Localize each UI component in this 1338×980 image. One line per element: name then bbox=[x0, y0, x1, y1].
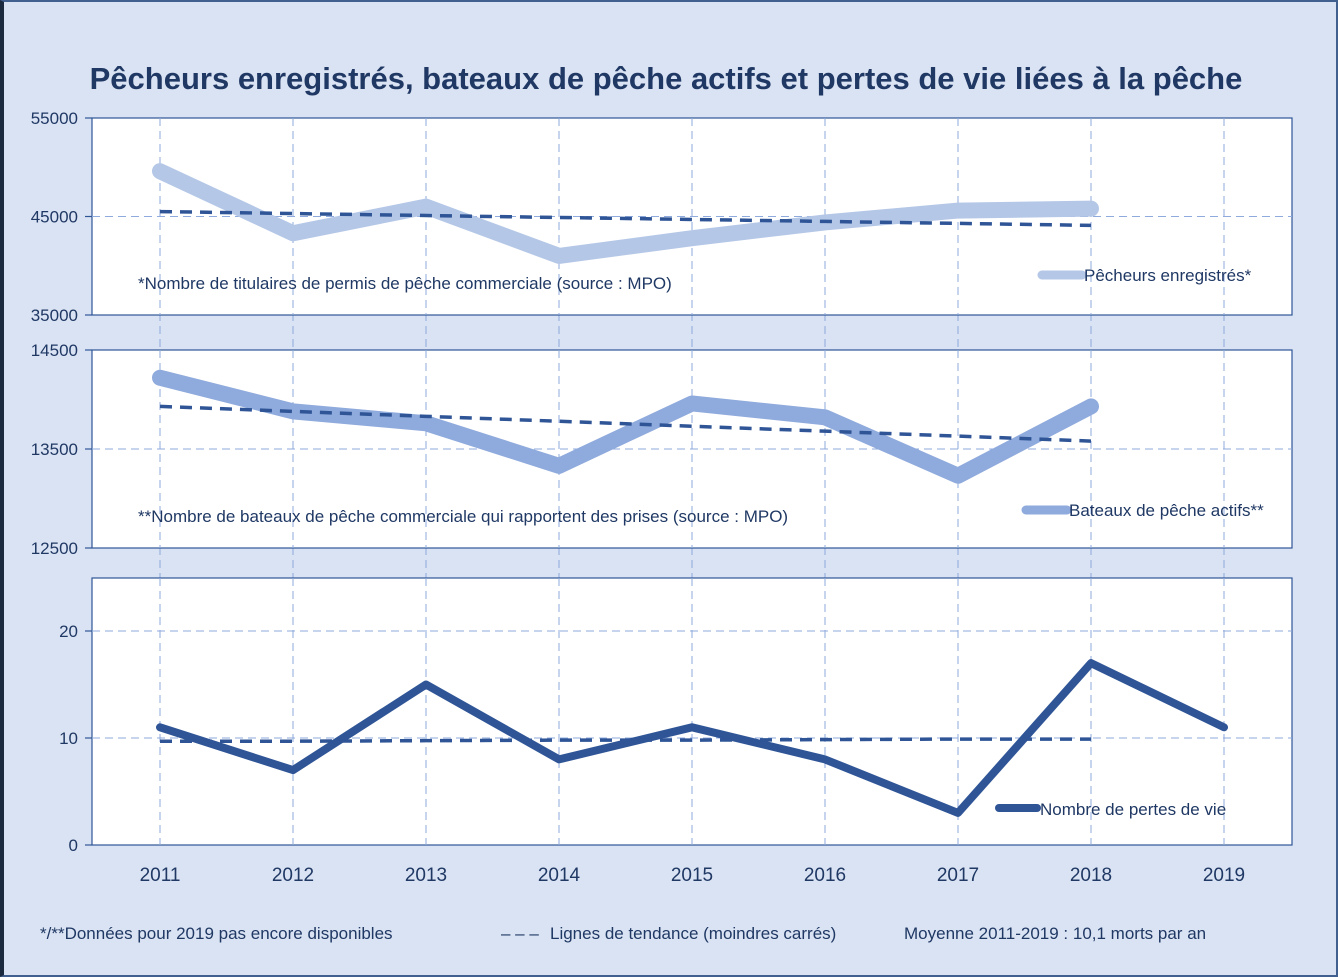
footer-trend-label: Lignes de tendance (moindres carrés) bbox=[550, 924, 836, 943]
series-line bbox=[152, 369, 1099, 484]
y-tick-label: 12500 bbox=[31, 539, 78, 558]
y-tick-label: 20 bbox=[59, 622, 78, 641]
panel-pertes: 0 10 20 Nombre de pertes de vie bbox=[59, 577, 1293, 855]
x-tick-label: 2013 bbox=[405, 865, 447, 886]
x-tick-label: 2012 bbox=[272, 865, 314, 886]
footer: */**Données pour 2019 pas encore disponi… bbox=[40, 924, 1206, 943]
legend-label: Pêcheurs enregistrés* bbox=[1084, 266, 1252, 285]
y-tick-label: 45000 bbox=[31, 208, 78, 227]
chart-title: Pêcheurs enregistrés, bateaux de pêche a… bbox=[90, 61, 1243, 96]
x-tick-label: 2011 bbox=[140, 865, 181, 886]
legend-label: Bateaux de pêche actifs** bbox=[1069, 501, 1264, 520]
y-tick-label: 14500 bbox=[31, 341, 78, 360]
chart-svg: Pêcheurs enregistrés, bateaux de pêche a… bbox=[31, 61, 1293, 943]
y-tick-label: 55000 bbox=[31, 109, 78, 128]
footer-trend-symbol: – – – bbox=[501, 924, 539, 943]
panel-annotation: *Nombre de titulaires de permis de pêche… bbox=[138, 274, 672, 293]
panel-pecheurs: 35000 45000 55000 *Nombre de titulaires de … bbox=[31, 109, 1293, 325]
x-axis-ticks: 2011 2012 2013 2014 2015 2016 2017 2018 2019 bbox=[140, 865, 1246, 886]
y-tick-label: 10 bbox=[59, 729, 78, 748]
series-line bbox=[156, 659, 1228, 817]
x-tick-label: 2016 bbox=[804, 865, 846, 886]
panel-bateaux: 12500 13500 14500 **Nombre de bateaux de pê… bbox=[31, 341, 1293, 558]
panel-annotation: **Nombre de bateaux de pêche commerciale… bbox=[138, 507, 788, 526]
y-tick-label: 13500 bbox=[31, 440, 78, 459]
footer-average: Moyenne 2011-2019 : 10,1 morts par an bbox=[904, 924, 1206, 943]
trend-line bbox=[159, 209, 1092, 228]
panels: 35000 45000 55000 *Nombre de titulaires de … bbox=[31, 109, 1293, 855]
x-tick-label: 2015 bbox=[671, 865, 713, 886]
x-tick-label: 2017 bbox=[937, 865, 979, 886]
footer-note-2019: */**Données pour 2019 pas encore disponi… bbox=[40, 924, 393, 943]
x-tick-label: 2014 bbox=[538, 865, 581, 886]
series-line bbox=[152, 163, 1099, 264]
x-tick-label: 2018 bbox=[1070, 865, 1112, 886]
x-tick-label: 2019 bbox=[1203, 865, 1245, 886]
legend-label: Nombre de pertes de vie bbox=[1040, 800, 1226, 819]
y-tick-label: 0 bbox=[69, 836, 78, 855]
trend-line bbox=[160, 737, 1091, 743]
trend-line bbox=[159, 404, 1092, 443]
y-tick-label: 35000 bbox=[31, 306, 78, 325]
